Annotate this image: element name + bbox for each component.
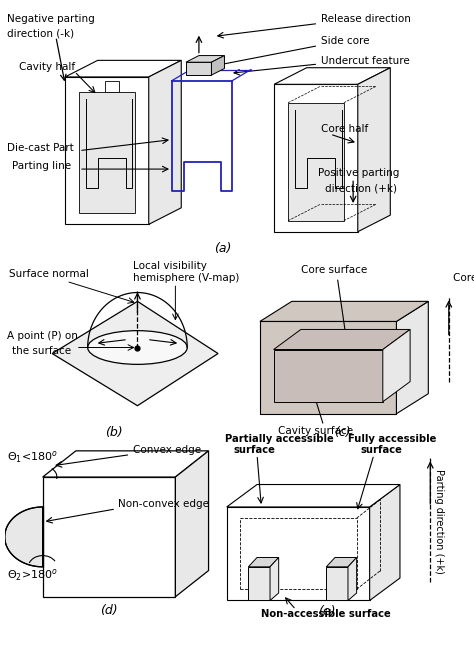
Polygon shape (248, 567, 270, 600)
Polygon shape (383, 330, 410, 402)
Polygon shape (370, 484, 400, 600)
Polygon shape (211, 55, 225, 75)
Text: (b): (b) (105, 426, 123, 439)
Text: Core half: Core half (320, 124, 368, 134)
Polygon shape (358, 68, 390, 232)
Text: Core side: Core side (453, 273, 474, 283)
Text: (d): (d) (100, 604, 118, 617)
Polygon shape (52, 301, 218, 406)
Text: direction (-k): direction (-k) (7, 28, 74, 39)
Polygon shape (149, 61, 181, 224)
Text: Positive parting: Positive parting (319, 168, 400, 179)
Polygon shape (186, 62, 211, 75)
Text: Local visibility: Local visibility (133, 261, 207, 272)
Polygon shape (227, 484, 400, 507)
Text: $\Theta_1$<180$^o$: $\Theta_1$<180$^o$ (7, 449, 58, 465)
Polygon shape (79, 92, 135, 213)
Text: Fully accessible: Fully accessible (348, 433, 437, 444)
Text: A point (P) on: A point (P) on (7, 332, 78, 341)
Text: Negative parting: Negative parting (7, 14, 95, 24)
Text: $\Theta_2$>180$^o$: $\Theta_2$>180$^o$ (7, 567, 58, 582)
Text: surface: surface (233, 444, 275, 455)
Text: Undercut feature: Undercut feature (320, 56, 410, 66)
Text: Side core: Side core (320, 35, 369, 46)
Polygon shape (105, 81, 118, 92)
Polygon shape (186, 55, 225, 62)
Polygon shape (326, 567, 348, 600)
Polygon shape (270, 557, 279, 600)
Polygon shape (175, 451, 209, 597)
Text: (e): (e) (318, 606, 335, 619)
Text: Convex edge: Convex edge (133, 444, 201, 455)
Polygon shape (274, 68, 390, 84)
Text: Non-accessible surface: Non-accessible surface (261, 610, 391, 619)
Text: (a): (a) (214, 242, 232, 255)
Text: Cavity half: Cavity half (18, 61, 75, 72)
Text: (c): (c) (334, 426, 350, 439)
Text: Core surface: Core surface (301, 265, 367, 275)
Text: Parting line: Parting line (12, 161, 71, 171)
Polygon shape (65, 77, 149, 224)
Polygon shape (348, 557, 356, 600)
Text: hemisphere (V-map): hemisphere (V-map) (133, 273, 239, 283)
Polygon shape (274, 84, 358, 232)
Text: the surface: the surface (12, 346, 71, 355)
Polygon shape (65, 61, 181, 77)
Polygon shape (396, 301, 428, 413)
Text: direction (+k): direction (+k) (325, 183, 397, 194)
Text: Parting direction (+k): Parting direction (+k) (434, 470, 444, 574)
Polygon shape (260, 301, 428, 321)
Polygon shape (248, 557, 279, 567)
Polygon shape (227, 507, 370, 600)
Polygon shape (273, 350, 383, 402)
Polygon shape (43, 477, 175, 597)
Text: Non-convex edge: Non-convex edge (118, 499, 210, 509)
Ellipse shape (88, 331, 187, 364)
Polygon shape (260, 321, 396, 413)
Text: Surface normal: Surface normal (9, 269, 90, 279)
Polygon shape (288, 103, 344, 221)
Text: surface: surface (361, 444, 403, 455)
Polygon shape (326, 557, 356, 567)
Polygon shape (5, 507, 43, 567)
Text: Release direction: Release direction (320, 14, 410, 24)
Polygon shape (43, 451, 209, 477)
Text: Partially accessible: Partially accessible (225, 433, 333, 444)
Polygon shape (273, 330, 410, 350)
Text: Die-cast Part: Die-cast Part (7, 143, 74, 153)
Text: Cavity surface: Cavity surface (278, 426, 353, 436)
